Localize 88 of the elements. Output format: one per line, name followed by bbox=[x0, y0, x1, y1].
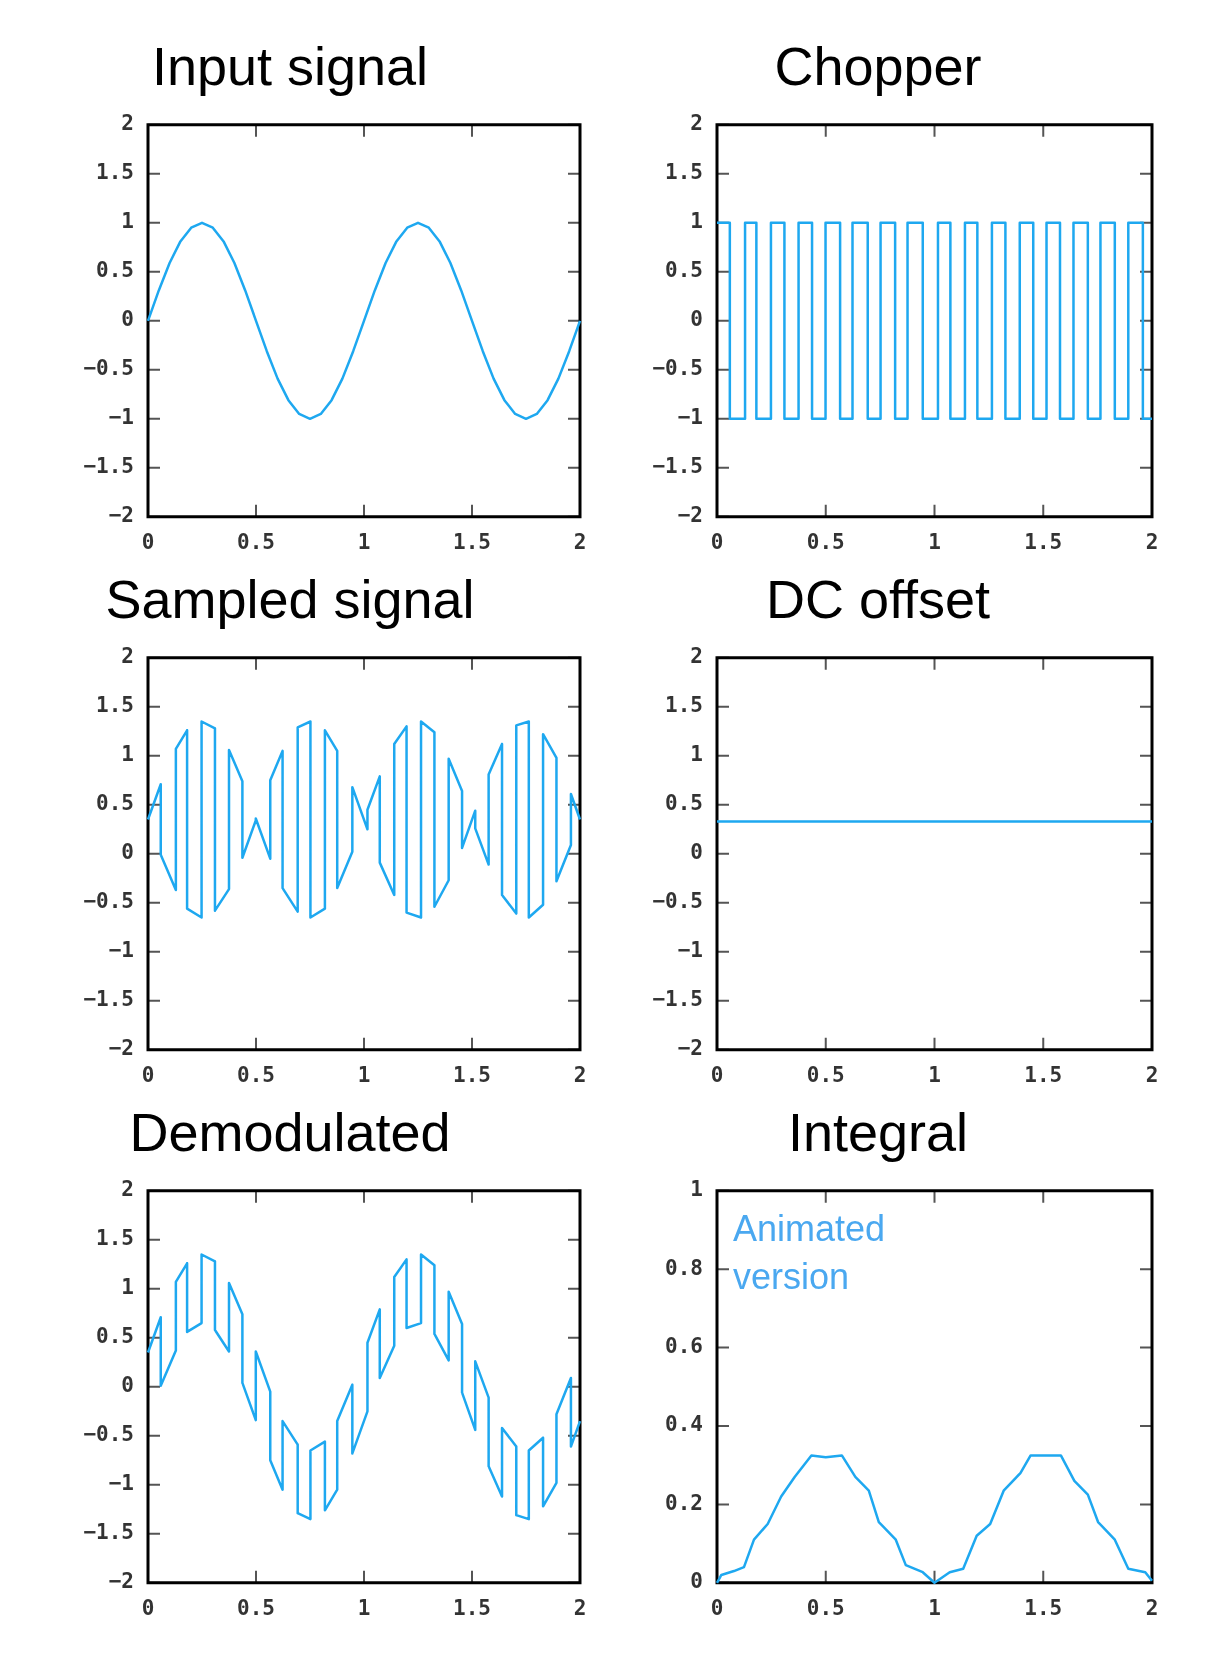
y-tick-label: −1 bbox=[108, 938, 134, 963]
y-tick-label: 1 bbox=[690, 209, 703, 234]
y-tick-label: 2 bbox=[121, 1177, 134, 1202]
chart-title: Input signal bbox=[151, 36, 429, 97]
y-tick-label: 0.5 bbox=[96, 258, 134, 283]
x-tick-label: 0 bbox=[141, 1595, 155, 1620]
y-tick-label: 1.5 bbox=[665, 160, 703, 185]
y-tick-label: 0 bbox=[121, 1373, 134, 1398]
x-tick-label: 0.5 bbox=[806, 529, 845, 554]
x-tick-label: 0 bbox=[710, 529, 724, 554]
y-tick-label: 1 bbox=[690, 1177, 703, 1202]
y-tick-label: −0.5 bbox=[652, 889, 703, 914]
x-tick-label: 0.5 bbox=[806, 1062, 845, 1087]
x-tick-label: 0.5 bbox=[237, 1595, 275, 1620]
y-tick-label: 1 bbox=[121, 742, 134, 767]
y-tick-label: −2 bbox=[108, 503, 134, 528]
y-tick-label: 1.5 bbox=[96, 160, 134, 185]
y-tick-label: 0.5 bbox=[665, 258, 703, 283]
chart-title: DC offset bbox=[765, 569, 991, 630]
x-tick-label: 0 bbox=[710, 1595, 724, 1620]
y-tick-label: −2 bbox=[108, 1036, 134, 1061]
x-tick-label: 1.5 bbox=[1024, 529, 1063, 554]
x-tick-label: 1.5 bbox=[453, 1062, 491, 1087]
y-tick-label: 1.5 bbox=[96, 693, 134, 718]
x-tick-label: 1 bbox=[928, 529, 941, 554]
annotation: Animated version bbox=[733, 1207, 886, 1297]
x-tick-label: 0.5 bbox=[237, 529, 275, 554]
x-tick-label: 0 bbox=[710, 1062, 724, 1087]
y-tick-label: −2 bbox=[677, 1036, 703, 1061]
y-tick-label: −0.5 bbox=[83, 356, 134, 381]
x-tick-label: 2 bbox=[1145, 1595, 1159, 1620]
chart-title: Sampled signal bbox=[105, 569, 475, 630]
y-tick-label: −1 bbox=[677, 938, 703, 963]
y-tick-label: 0 bbox=[121, 307, 134, 332]
y-tick-label: −1.5 bbox=[83, 454, 134, 479]
x-tick-label: 2 bbox=[573, 1595, 587, 1620]
y-tick-label: 0.2 bbox=[665, 1490, 703, 1515]
y-tick-label: −1.5 bbox=[652, 454, 703, 479]
y-tick-label: 1 bbox=[121, 209, 134, 234]
y-tick-label: 0 bbox=[121, 840, 134, 865]
x-tick-label: 1.5 bbox=[453, 529, 491, 554]
y-tick-label: 0.5 bbox=[665, 791, 703, 816]
x-tick-label: 1 bbox=[928, 1595, 941, 1620]
y-tick-label: 0.4 bbox=[665, 1412, 703, 1437]
x-tick-label: 1.5 bbox=[1024, 1595, 1063, 1620]
y-tick-label: −0.5 bbox=[83, 1422, 134, 1447]
y-tick-label: 2 bbox=[690, 111, 703, 136]
y-tick-label: 0.5 bbox=[96, 791, 134, 816]
y-tick-label: −1.5 bbox=[652, 987, 703, 1012]
y-tick-label: −1.5 bbox=[83, 987, 134, 1012]
chart-title: Chopper bbox=[774, 36, 982, 97]
x-tick-label: 2 bbox=[573, 529, 587, 554]
y-tick-label: 0.8 bbox=[665, 1255, 703, 1280]
x-tick-label: 0 bbox=[141, 529, 155, 554]
x-tick-label: 2 bbox=[1145, 529, 1159, 554]
y-tick-label: 1.5 bbox=[96, 1226, 134, 1251]
y-tick-label: −0.5 bbox=[83, 889, 134, 914]
x-tick-label: 1 bbox=[928, 1062, 941, 1087]
y-tick-label: 0 bbox=[690, 307, 703, 332]
y-tick-label: 2 bbox=[121, 111, 134, 136]
y-tick-label: −1 bbox=[108, 405, 134, 430]
x-tick-label: 0.5 bbox=[806, 1595, 845, 1620]
chart-title: Integral bbox=[787, 1102, 969, 1163]
y-tick-label: 2 bbox=[121, 644, 134, 669]
x-tick-label: 0.5 bbox=[237, 1062, 275, 1087]
y-tick-label: 2 bbox=[690, 644, 703, 669]
x-tick-label: 1 bbox=[357, 1062, 371, 1087]
y-tick-label: 1 bbox=[690, 742, 703, 767]
y-tick-label: 0.5 bbox=[96, 1324, 134, 1349]
chart-title: Demodulated bbox=[129, 1102, 451, 1163]
x-tick-label: 2 bbox=[573, 1062, 587, 1087]
y-tick-label: −1 bbox=[108, 1471, 134, 1496]
x-tick-label: 2 bbox=[1145, 1062, 1159, 1087]
x-tick-label: 0 bbox=[141, 1062, 155, 1087]
y-tick-label: −2 bbox=[108, 1569, 134, 1594]
y-tick-label: −1 bbox=[677, 405, 703, 430]
y-tick-label: 0 bbox=[690, 840, 703, 865]
y-tick-label: −1.5 bbox=[83, 1520, 134, 1545]
y-tick-label: 1 bbox=[121, 1275, 134, 1300]
x-tick-label: 1.5 bbox=[1024, 1062, 1063, 1087]
y-tick-label: 0 bbox=[690, 1569, 703, 1594]
x-tick-label: 1 bbox=[357, 1595, 371, 1620]
x-tick-label: 1 bbox=[357, 529, 371, 554]
x-tick-label: 1.5 bbox=[453, 1595, 491, 1620]
y-tick-label: 0.6 bbox=[665, 1334, 703, 1359]
y-tick-label: −0.5 bbox=[652, 356, 703, 381]
y-tick-label: 1.5 bbox=[665, 693, 703, 718]
y-tick-label: −2 bbox=[677, 503, 703, 528]
